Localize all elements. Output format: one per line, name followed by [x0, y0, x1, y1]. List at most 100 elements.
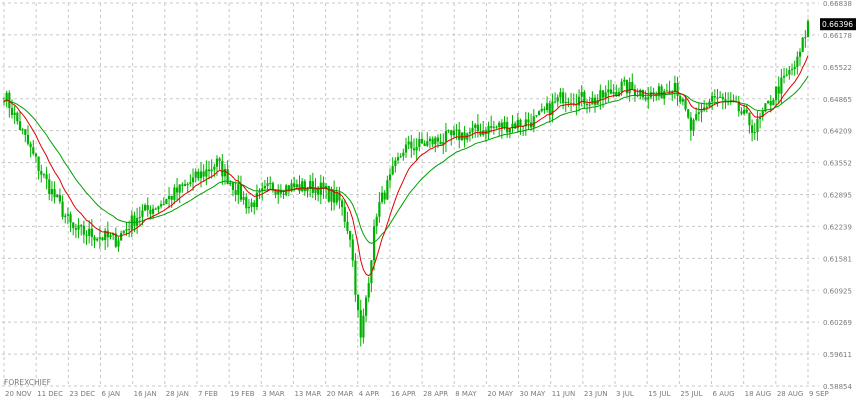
candle	[700, 102, 703, 123]
candle	[391, 157, 394, 176]
candle	[367, 277, 370, 303]
price-tick-label: 0.64865	[823, 96, 852, 104]
candle	[788, 66, 791, 80]
candle	[16, 111, 19, 125]
candle	[798, 48, 802, 66]
ma-slow-line	[3, 75, 809, 245]
candle	[695, 107, 698, 122]
candle	[583, 89, 586, 109]
time-tick-label: 19 FEB	[230, 390, 255, 398]
candle	[559, 87, 562, 104]
candle	[383, 190, 386, 205]
candle	[255, 184, 259, 211]
candle	[82, 220, 85, 244]
candle	[761, 107, 764, 121]
candle	[303, 179, 306, 196]
candle	[143, 203, 147, 212]
candle	[511, 114, 514, 133]
candle	[548, 100, 551, 123]
candle	[378, 192, 381, 223]
candle	[750, 119, 754, 142]
candle	[580, 85, 583, 107]
candle	[101, 236, 104, 241]
candle	[553, 92, 557, 104]
candle	[69, 211, 72, 233]
candle	[420, 132, 424, 144]
candle	[535, 114, 538, 118]
candle	[261, 182, 264, 201]
candle	[551, 93, 554, 123]
candle	[692, 118, 695, 136]
candle	[247, 199, 251, 214]
candle	[729, 92, 732, 105]
time-tick-label: 11 DEC	[37, 390, 63, 398]
candle	[540, 103, 543, 113]
candle	[66, 207, 69, 225]
candle	[85, 230, 88, 245]
candle	[737, 95, 740, 117]
candle	[226, 160, 229, 185]
price-tick-label: 0.60269	[823, 319, 852, 327]
time-tick-label: 20 MAR	[327, 390, 354, 398]
candle	[689, 112, 692, 141]
candle	[716, 88, 719, 107]
candle	[362, 308, 365, 344]
candle	[402, 148, 405, 161]
time-axis[interactable]: 20 NOV 11 DEC 23 DEC 6 JAN 16 JAN 28 JAN 7 FEB…	[5, 390, 829, 398]
candle	[58, 188, 62, 204]
candle	[80, 224, 83, 236]
candle	[346, 211, 349, 235]
candle	[218, 156, 221, 170]
candle	[106, 221, 109, 248]
candle	[173, 184, 176, 205]
candle	[806, 19, 810, 38]
candle	[447, 129, 450, 133]
candle	[593, 94, 597, 113]
candle	[780, 68, 783, 104]
candle	[404, 137, 408, 158]
candle	[359, 299, 362, 347]
price-tick-label: 0.66838	[823, 0, 852, 8]
candle	[487, 121, 490, 140]
candle	[569, 92, 573, 112]
time-tick-label: 8 MAY	[455, 390, 477, 398]
broker-watermark: FOREXCHIEF	[4, 378, 51, 387]
time-tick-label: 3 MAR	[262, 390, 285, 398]
candle	[330, 186, 333, 211]
candle	[724, 92, 727, 109]
candle	[793, 60, 796, 76]
ma-fast-line	[3, 55, 809, 277]
candle	[471, 120, 474, 139]
candle	[348, 230, 352, 248]
candle	[181, 182, 184, 193]
candle	[801, 37, 804, 53]
candle	[343, 199, 346, 229]
candle	[42, 172, 46, 179]
candle	[327, 185, 330, 203]
candle	[434, 136, 437, 153]
price-tick-label: 0.66178	[823, 32, 852, 40]
candle	[245, 192, 248, 214]
candle	[26, 125, 30, 146]
candle	[452, 125, 456, 139]
candle	[21, 127, 24, 135]
candle	[756, 111, 759, 141]
time-tick-label: 4 APR	[359, 390, 380, 398]
candle	[146, 197, 149, 217]
candle	[711, 91, 714, 110]
candle	[412, 138, 416, 156]
candle	[50, 180, 54, 202]
price-axis[interactable]: 0.66838 0.66178 0.65522 0.64865 0.64209 0.635…	[820, 0, 856, 391]
time-tick-label: 6 AUG	[713, 390, 735, 398]
candle	[684, 95, 687, 112]
time-tick-label: 7 FEB	[198, 390, 218, 398]
candle	[782, 67, 786, 84]
candle	[623, 76, 626, 86]
candle	[175, 178, 179, 201]
price-tick-label: 0.59611	[823, 351, 852, 359]
candle	[333, 180, 336, 211]
candle	[615, 84, 618, 97]
candle	[375, 213, 378, 235]
